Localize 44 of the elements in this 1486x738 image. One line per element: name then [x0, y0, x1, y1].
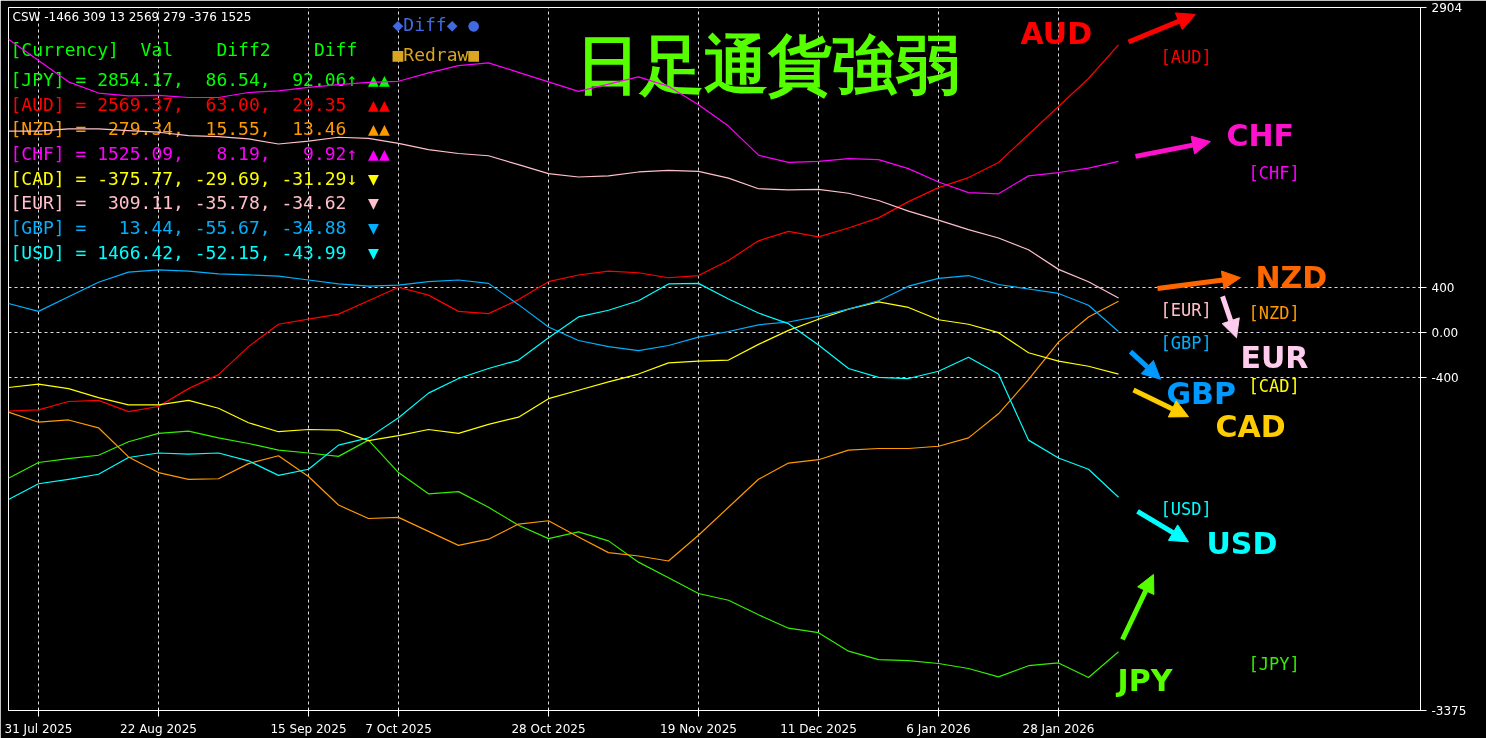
annotation: [GBP] = 13.44, -55.67, -34.88 ▼ — [10, 216, 380, 238]
x-tick-label: 6 Jan 2026 — [906, 721, 971, 736]
y-tick-label: 400 — [1431, 281, 1455, 296]
x-tick-label: 28 Oct 2025 — [511, 721, 586, 736]
annotation: ■Redraw■ — [392, 44, 480, 66]
text: [GBP] — [1160, 333, 1212, 354]
x-tick-label: 31 Jul 2025 — [4, 721, 73, 736]
text: [USD] — [1160, 499, 1212, 520]
annotation: AUD — [1020, 15, 1093, 51]
line-series — [8, 269, 1120, 352]
chart-title: 日足通貨強弱 — [575, 27, 960, 102]
text: [CHF] — [1248, 163, 1300, 184]
text: [NZD] — [1248, 303, 1300, 324]
annotation: [EUR] = 309.11, -35.78, -34.62 ▼ — [10, 192, 380, 214]
text: [CAD] — [1248, 375, 1300, 396]
annotation: JPY — [1115, 663, 1174, 699]
annotation: CSW -1466 309 13 2569 279 -376 1525 — [12, 10, 252, 25]
annotation: [CAD] = -375.77, -29.69, -31.29↓ ▼ — [10, 167, 380, 189]
text: NZD — [1255, 260, 1328, 296]
annotation: [AUD] = 2569.37, 63.00, 29.35 ▲▲ — [10, 93, 390, 115]
text: EUR — [1240, 340, 1309, 376]
text: [EUR] — [1160, 299, 1212, 320]
x-tick-label: 7 Oct 2025 — [365, 721, 432, 736]
x-tick-label: 11 Dec 2025 — [780, 721, 857, 736]
text: USD — [1206, 526, 1278, 562]
text: [JPY] — [1248, 653, 1300, 674]
y-tick-label: 2904 — [1431, 1, 1463, 15]
y-tick-label: 0.00 — [1431, 326, 1459, 341]
y-tick-label: -3375 — [1431, 704, 1467, 718]
text: GBP — [1166, 375, 1236, 411]
x-tick-label: 15 Sep 2025 — [270, 721, 347, 736]
annotation: [USD] = 1466.42, -52.15, -43.99 ▼ — [10, 241, 380, 263]
line-series — [8, 282, 1120, 501]
x-tick-label: 22 Aug 2025 — [120, 721, 197, 736]
x-tick-label: 28 Jan 2026 — [1022, 721, 1095, 736]
y-tick-label: -400 — [1431, 370, 1459, 385]
line-series — [8, 300, 1120, 562]
line-series — [8, 301, 1120, 442]
annotation: [CHF] = 1525.09, 8.19, 9.92↑ ▲▲ — [10, 142, 390, 164]
annotation: ◆Diff◆ ● — [392, 13, 480, 35]
x-tick-label: 19 Nov 2025 — [660, 721, 737, 736]
text: CAD — [1215, 409, 1286, 445]
legend-label: [AUD] — [1160, 46, 1212, 67]
text: CHF — [1226, 118, 1295, 154]
